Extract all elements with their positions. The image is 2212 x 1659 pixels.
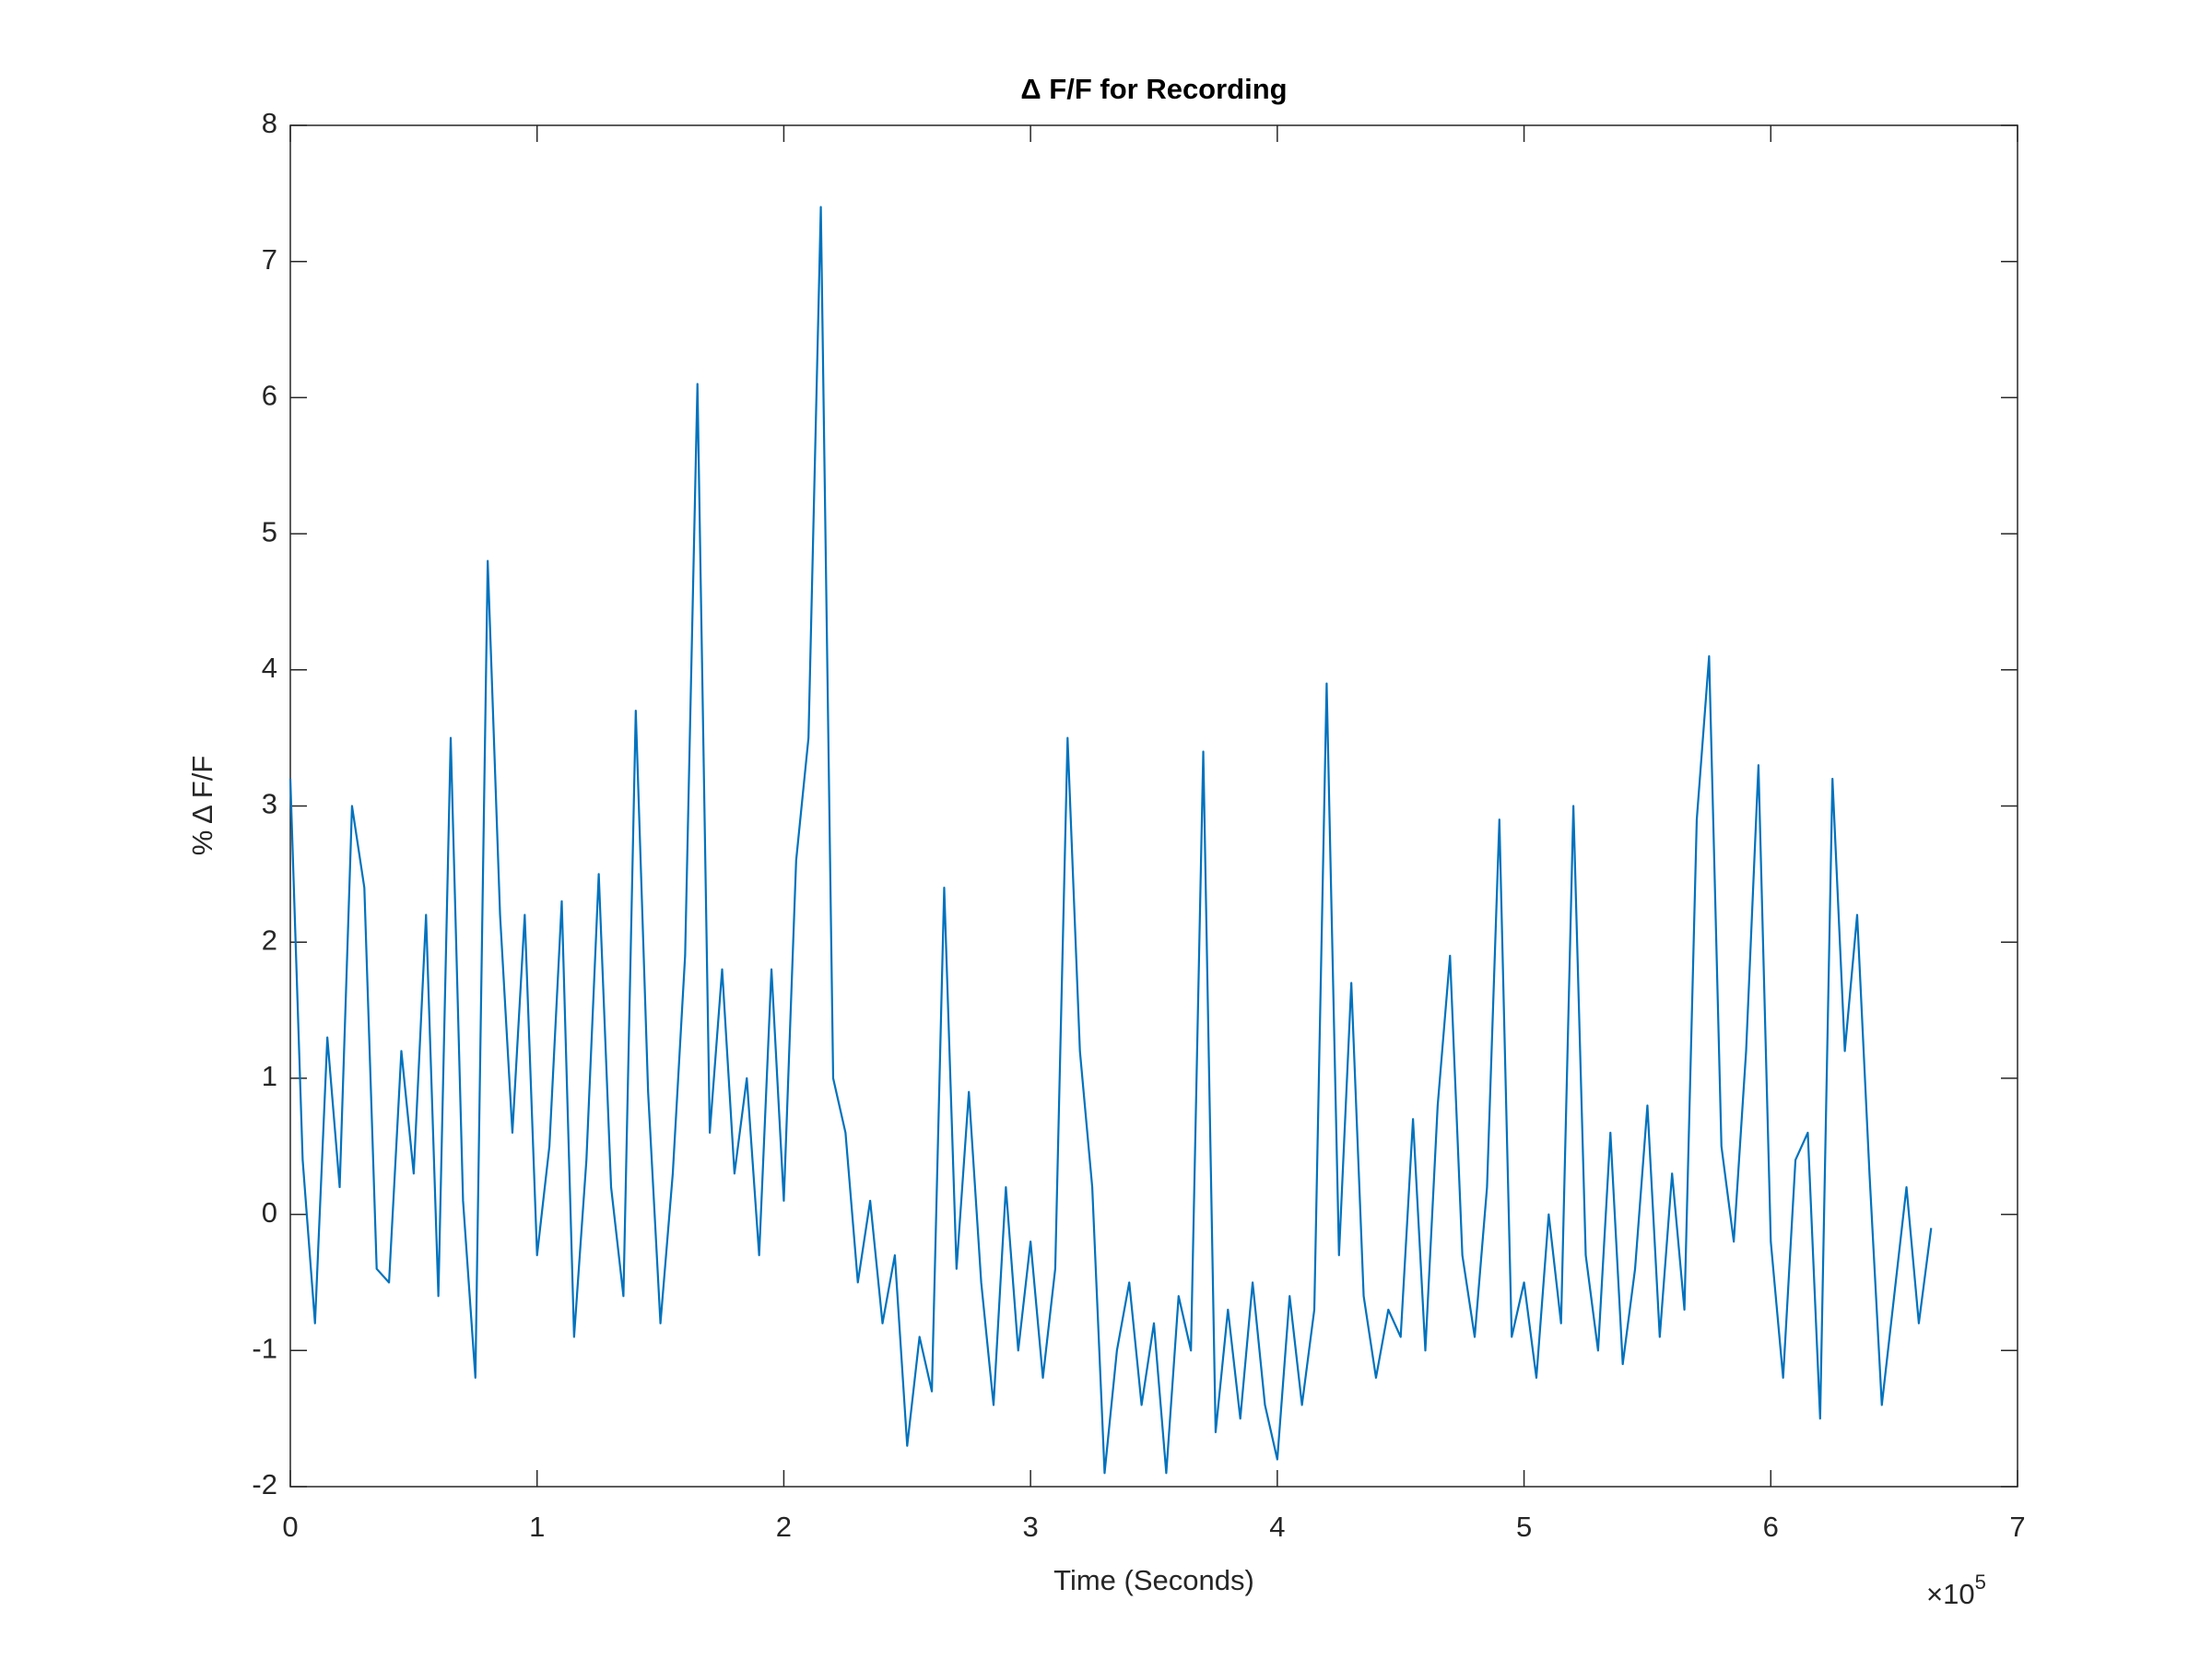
y-tick-label: 8 — [262, 107, 277, 139]
y-tick-label: -1 — [252, 1332, 277, 1364]
x-tick-label: 4 — [1269, 1511, 1285, 1543]
x-axis-label: Time (Seconds) — [1053, 1564, 1254, 1596]
x-tick-label: 6 — [1763, 1511, 1779, 1543]
data-line — [288, 206, 1933, 1475]
y-tick-label: 6 — [262, 380, 277, 412]
y-axis-label: % Δ F/F — [186, 756, 218, 856]
x-multiplier-base: ×10 — [1926, 1578, 1975, 1610]
x-multiplier: ×105 — [1926, 1571, 1986, 1610]
y-tick-label: 1 — [262, 1060, 277, 1092]
y-tick-label: 7 — [262, 243, 277, 276]
x-tick-label: 7 — [2009, 1511, 2025, 1543]
x-tick-label: 1 — [529, 1511, 545, 1543]
y-tick-label: 2 — [262, 924, 277, 956]
x-tick-label: 3 — [1023, 1511, 1039, 1543]
y-tick-label: 3 — [262, 788, 277, 820]
y-tick-label: -2 — [252, 1468, 277, 1500]
x-tick-label: 5 — [1516, 1511, 1532, 1543]
x-multiplier-exponent: 5 — [1975, 1571, 1986, 1594]
x-tick-label: 0 — [282, 1511, 298, 1543]
y-tick-label: 5 — [262, 515, 277, 547]
y-tick-label: 4 — [262, 652, 277, 684]
y-tick-label: 0 — [262, 1196, 277, 1229]
chart-title: Δ F/F for Recording — [1020, 73, 1287, 105]
x-tick-label: 2 — [776, 1511, 792, 1543]
